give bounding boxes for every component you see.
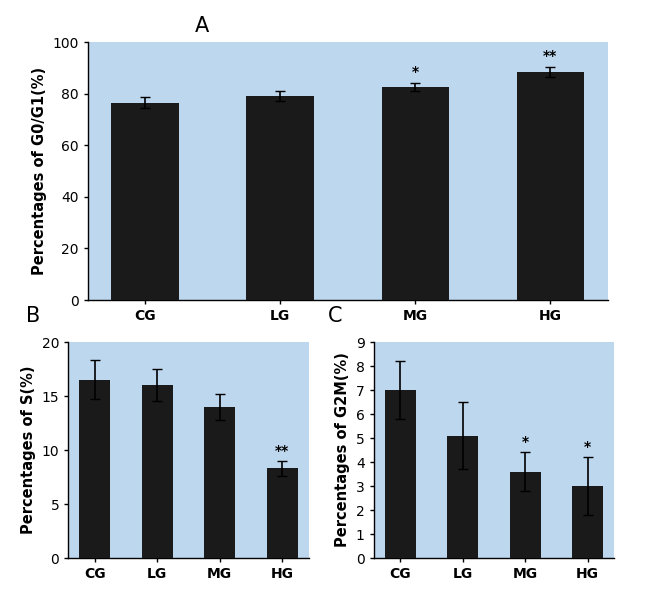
Bar	[246, 96, 314, 300]
Bar	[266, 469, 298, 558]
Text: **: **	[543, 49, 558, 62]
Text: **: **	[275, 443, 289, 458]
Text: *: *	[522, 435, 529, 449]
Bar	[142, 385, 173, 558]
Text: B: B	[26, 306, 40, 326]
Y-axis label: Percentages of G0/G1(%): Percentages of G0/G1(%)	[32, 67, 47, 275]
Bar	[111, 103, 179, 300]
Y-axis label: Percentages of S(%): Percentages of S(%)	[21, 366, 36, 534]
Y-axis label: Percentages of G2M(%): Percentages of G2M(%)	[335, 353, 350, 547]
Text: *: *	[584, 440, 592, 454]
Bar	[204, 407, 235, 558]
Text: *: *	[411, 65, 419, 79]
Bar	[510, 472, 541, 558]
Bar	[447, 436, 478, 558]
Bar	[382, 87, 449, 300]
Bar	[385, 390, 416, 558]
Text: C: C	[328, 306, 343, 326]
Bar	[517, 71, 584, 300]
Bar	[572, 486, 603, 558]
Text: A: A	[195, 16, 209, 36]
Bar	[79, 380, 110, 558]
